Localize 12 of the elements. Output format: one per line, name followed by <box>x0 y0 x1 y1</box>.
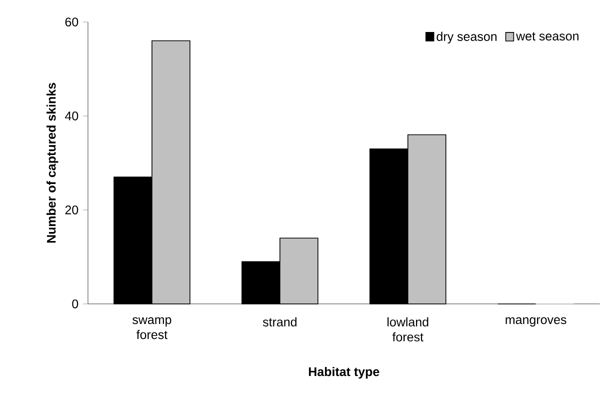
y-tick-label: 40 <box>64 112 78 120</box>
x-tick-label: lowland forest <box>388 317 428 342</box>
legend-label: wet season <box>516 32 578 41</box>
y-tick-label: 60 <box>65 18 78 26</box>
y-axis-title: Number of captured skinks <box>46 82 58 243</box>
y-tick-label: 0 <box>72 300 78 308</box>
legend-label: dry season <box>436 32 497 44</box>
y-tick-label: 20 <box>65 206 78 214</box>
x-tick-label: strand <box>262 317 296 326</box>
x-axis-title: Habitat type <box>308 367 380 379</box>
x-tick-label: mangroves <box>506 317 566 327</box>
x-tick-label: swamp forest <box>132 317 172 340</box>
